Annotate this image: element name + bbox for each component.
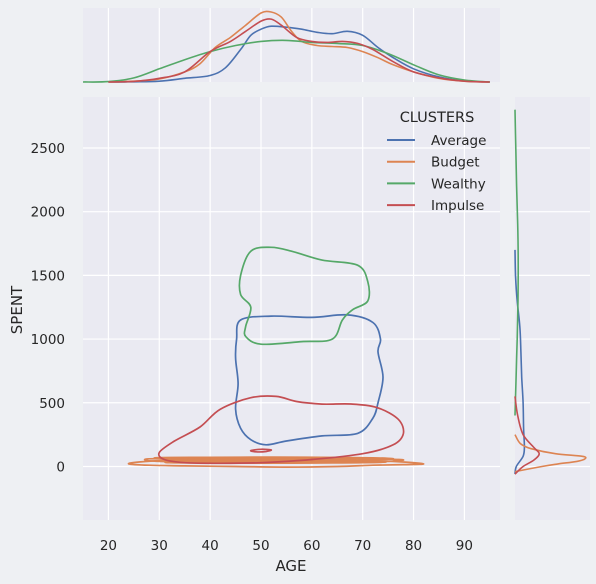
spent-marginal-plot: [514, 97, 590, 520]
x-axis-label: AGE: [275, 557, 306, 575]
impulse-age-density-line: [108, 18, 490, 83]
legend-label-wealthy: Wealthy: [431, 176, 486, 192]
y-axis-label: SPENT: [8, 285, 26, 334]
legend-label-impulse: Impulse: [431, 198, 484, 214]
x-tick-labels: 20 30 40 50 60 70 80 90: [100, 538, 473, 554]
x-tick-label: 70: [354, 538, 371, 554]
y-tick-label: 0: [56, 459, 65, 475]
y-tick-label: 1000: [31, 332, 65, 348]
x-tick-label: 30: [151, 538, 168, 554]
y-tick-label: 2000: [31, 205, 65, 221]
wealthy-contour-0: [238, 246, 371, 346]
impulse-contour-1: [249, 448, 273, 453]
x-tick-label: 50: [252, 538, 269, 554]
wealthy-spent-density-line: [514, 109, 520, 416]
legend-title: CLUSTERS: [400, 110, 475, 126]
average-spent-density-line: [514, 249, 526, 475]
legend-label-budget: Budget: [431, 155, 480, 171]
y-tick-label: 1500: [31, 268, 65, 284]
top-marginal-background: [83, 8, 500, 82]
y-tick-label: 500: [39, 396, 65, 412]
plot-background: [83, 97, 500, 520]
impulse-spent-density-line: [514, 396, 541, 475]
wealthy-age-density-line: [82, 39, 490, 83]
x-tick-label: 60: [303, 538, 320, 554]
y-tick-label: 2500: [31, 141, 65, 157]
legend-label-average: Average: [431, 133, 486, 149]
budget-spent-density-line: [514, 434, 587, 473]
average-age-density-line: [108, 25, 490, 83]
average-contour-0: [234, 313, 384, 446]
x-tick-label: 80: [405, 538, 422, 554]
x-tick-label: 20: [100, 538, 117, 554]
budget-contour-5: [187, 457, 357, 461]
joint-plot-area: [83, 97, 500, 520]
age-marginal-plot: [82, 8, 500, 83]
x-tick-label: 90: [456, 538, 473, 554]
x-tick-label: 40: [202, 538, 219, 554]
impulse-contour-0: [157, 395, 405, 465]
budget-age-density-line: [108, 10, 490, 83]
right-marginal-background: [515, 97, 590, 520]
y-tick-labels: 0 500 1000 1500 2000 2500: [31, 141, 65, 476]
legend: CLUSTERS Average Budget Wealthy Impulse: [387, 110, 486, 214]
